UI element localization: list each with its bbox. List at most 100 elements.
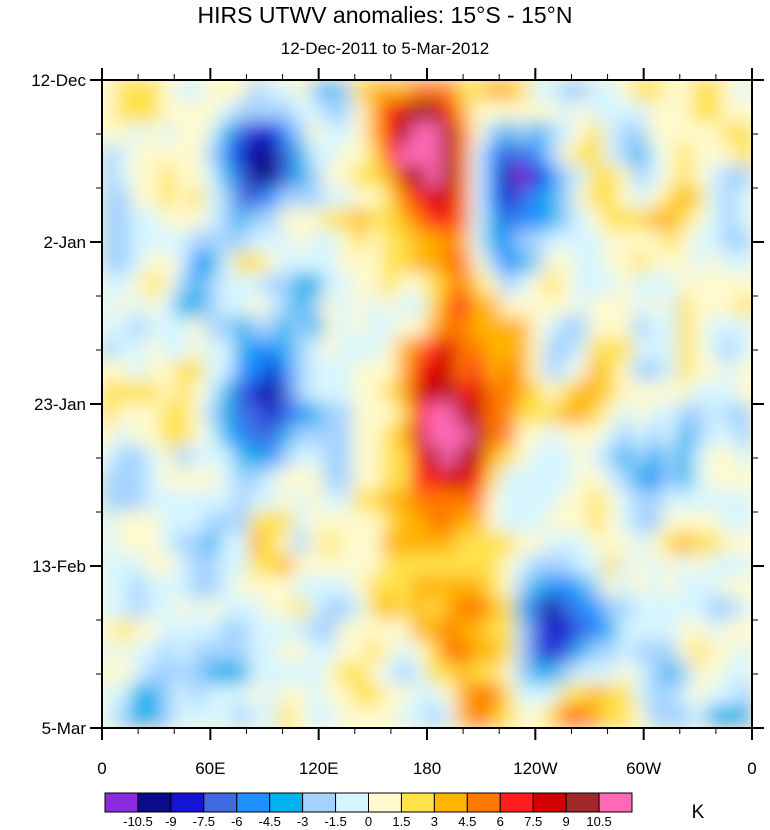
field-cell [573,640,591,665]
field-cell [706,143,724,168]
field-cell [102,619,118,643]
field-cell [115,165,133,189]
field-cell [233,295,251,319]
field-cell [721,100,739,125]
field-cell [145,511,163,535]
field-cell [426,532,443,557]
field-cell [677,705,694,728]
field-cell [366,683,384,708]
field-cell [102,662,118,686]
field-cell [293,511,310,535]
field-cell [102,683,118,708]
field-cell [130,100,148,125]
field-cell [499,597,517,621]
field-cell [485,273,502,297]
field-cell [588,187,606,211]
field-cell [293,554,310,578]
field-cell [426,381,443,405]
field-cell [337,381,355,405]
field-cell [189,165,207,189]
field-cell [632,532,650,557]
field-cell [706,532,724,557]
field-cell [130,359,148,384]
field-cell [204,489,222,513]
field-cell [115,187,133,211]
field-cell [603,619,621,643]
field-cell [233,489,251,513]
field-cell [102,424,118,449]
field-cell [618,662,635,686]
field-cell [736,705,752,728]
field-cell [677,511,694,535]
field-cell [219,208,236,233]
field-cell [706,467,724,492]
colorbar-label: 1.5 [392,814,410,829]
field-cell [115,467,133,492]
field-cell [558,511,576,535]
field-cell [721,381,739,405]
field-cell [558,143,576,168]
field-cell [174,575,192,600]
field-cell [558,467,576,492]
field-cell [322,100,340,125]
field-cell [588,597,606,621]
field-cell [514,575,532,600]
colorbar-swatch [335,792,369,813]
field-cell [558,662,576,686]
field-cell [485,359,502,384]
field-cell [588,619,606,643]
field-cell [573,338,591,362]
field-cell [647,532,665,557]
field-cell [219,359,236,384]
field-cell [662,359,680,384]
field-cell [706,683,724,708]
field-cell [204,532,222,557]
field-cell [485,230,502,254]
field-cell [174,80,192,103]
field-cell [337,100,355,125]
field-cell [558,575,576,600]
field-cell [102,143,118,168]
field-cell [470,597,488,621]
field-cell [426,165,443,189]
field-cell [381,143,399,168]
field-cell [381,705,399,728]
field-cell [588,251,606,276]
field-cell [204,316,222,341]
field-cell [322,467,340,492]
field-cell [219,338,236,362]
field-cell [721,683,739,708]
field-cell [455,446,473,470]
field-cell [455,511,473,535]
field-cell [632,575,650,600]
field-cell [174,403,192,427]
field-cell [470,424,488,449]
field-cell [130,251,148,276]
field-cell [544,446,561,470]
field-cell [529,403,547,427]
field-cell [736,165,752,189]
field-cell [529,662,547,686]
field-cell [691,705,709,728]
field-cell [544,338,561,362]
field-cell [115,403,133,427]
field-cell [514,230,532,254]
field-cell [366,316,384,341]
field-cell [677,381,694,405]
field-cell [381,165,399,189]
field-cell [603,575,621,600]
field-cell [573,208,591,233]
field-cell [263,80,281,103]
field-cell [248,230,266,254]
field-cell [485,489,502,513]
field-cell [145,489,163,513]
field-cell [529,619,547,643]
field-cell [396,619,414,643]
plot-area [102,80,752,728]
field-cell [352,640,369,665]
field-cell [263,446,281,470]
field-cell [352,100,369,125]
field-cell [322,424,340,449]
field-cell [440,295,458,319]
field-cell [219,295,236,319]
